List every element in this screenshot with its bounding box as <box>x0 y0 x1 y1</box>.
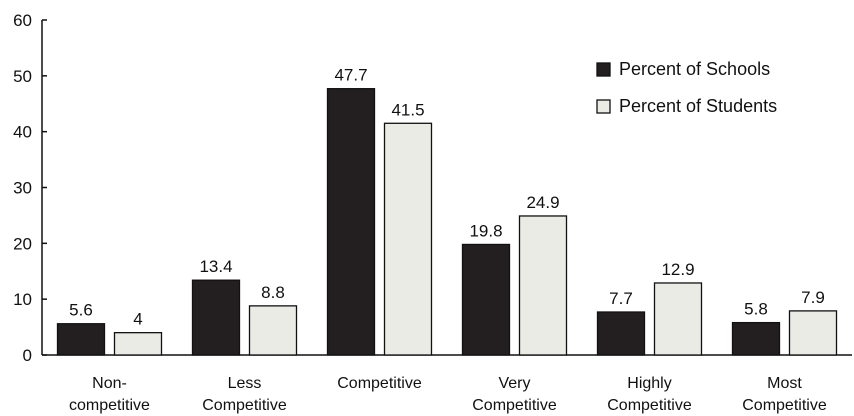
bar-schools-0 <box>56 323 106 356</box>
data-label-schools-1: 13.4 <box>199 257 232 276</box>
bar-students-4 <box>653 282 703 356</box>
data-label-students-4: 12.9 <box>661 260 694 279</box>
legend-label-students: Percent of Students <box>619 96 777 116</box>
data-label-students-3: 24.9 <box>526 193 559 212</box>
legend: Percent of Schools Percent of Students <box>596 59 777 116</box>
category-label-0-0: Non- <box>92 375 127 392</box>
y-tick-label: 30 <box>13 179 32 198</box>
data-label-students-1: 8.8 <box>261 283 285 302</box>
category-label-1-1: Competitive <box>202 397 287 414</box>
bar-schools-4 <box>596 311 646 356</box>
category-label-0-1: competitive <box>69 397 150 414</box>
data-label-students-0: 4 <box>133 310 142 329</box>
data-label-schools-4: 7.7 <box>609 289 633 308</box>
bar-students-2 <box>383 122 433 356</box>
y-tick-label: 20 <box>13 234 32 253</box>
y-tick-label: 10 <box>13 290 32 309</box>
category-label-4-1: Competitive <box>607 397 692 414</box>
bar-schools-3 <box>461 243 511 356</box>
legend-swatch-schools <box>596 62 611 77</box>
bars <box>56 88 838 356</box>
bar-students-0 <box>113 332 163 356</box>
bar-schools-2 <box>326 88 376 356</box>
data-label-schools-2: 47.7 <box>334 66 367 85</box>
y-tick-label: 0 <box>23 346 32 365</box>
category-label-3-1: Competitive <box>472 397 557 414</box>
y-tick-label: 40 <box>13 123 32 142</box>
category-label-5-0: Most <box>767 375 802 392</box>
bar-students-3 <box>518 215 568 356</box>
y-tick-label: 50 <box>13 67 32 86</box>
data-label-schools-3: 19.8 <box>469 221 502 240</box>
category-label-1-0: Less <box>228 375 262 392</box>
y-axis-ticks: 0 10 20 30 40 50 60 <box>13 11 47 365</box>
category-label-2-0: Competitive <box>337 375 422 392</box>
legend-label-schools: Percent of Schools <box>619 59 770 79</box>
category-labels: Non-competitive Less Competitive Competitiv… <box>69 375 827 414</box>
data-label-students-5: 7.9 <box>801 288 825 307</box>
legend-swatch-students <box>596 99 611 114</box>
data-label-schools-0: 5.6 <box>69 301 93 320</box>
bar-students-1 <box>248 305 298 356</box>
data-label-schools-5: 5.8 <box>744 300 768 319</box>
bar-schools-1 <box>191 279 241 356</box>
bar-students-5 <box>788 310 838 356</box>
bar-schools-5 <box>731 321 781 356</box>
y-tick-label: 60 <box>13 11 32 30</box>
category-label-5-1: Competitive <box>742 397 827 414</box>
category-label-4-0: Highly <box>627 375 671 392</box>
data-label-students-2: 41.5 <box>391 100 424 119</box>
data-labels: 5.6 4 13.4 8.8 47.7 41.5 19.8 24.9 7.7 12.9 5.8 7.9 <box>69 66 825 329</box>
category-label-3-0: Very <box>498 375 530 392</box>
